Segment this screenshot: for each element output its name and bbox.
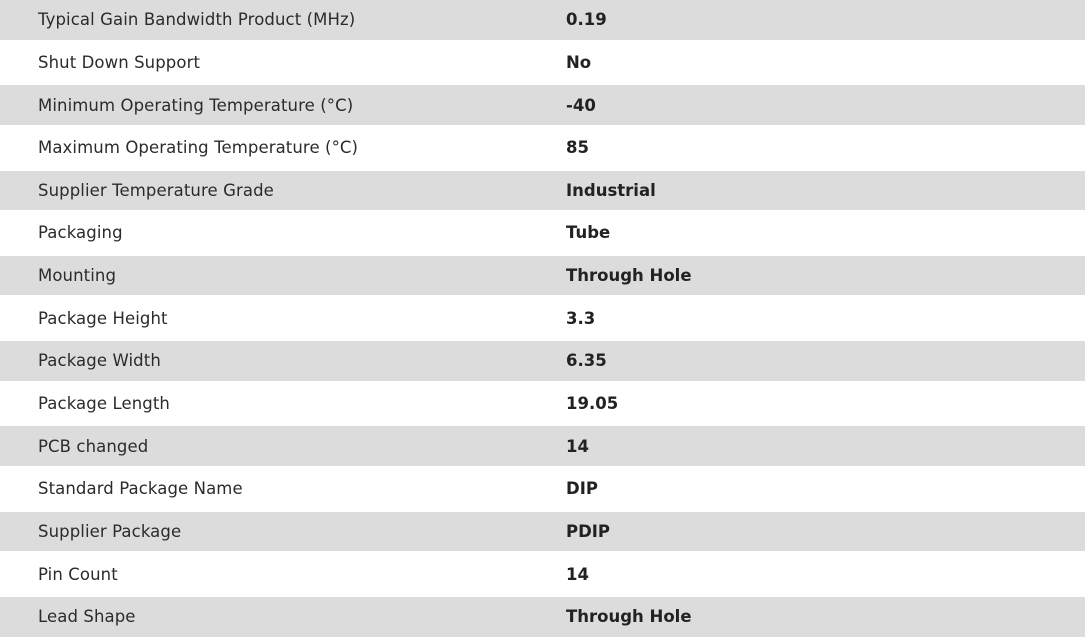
- spec-row: Typical Gain Bandwidth Product (MHz) 0.19: [0, 0, 1085, 40]
- spec-label: Lead Shape: [38, 607, 136, 627]
- spec-value: PDIP: [566, 522, 611, 542]
- spec-label: Pin Count: [38, 564, 118, 584]
- spec-value: Through Hole: [566, 266, 692, 286]
- spec-label: Package Height: [38, 308, 168, 328]
- spec-value: No: [566, 52, 592, 72]
- spec-row: Mounting Through Hole: [0, 255, 1085, 296]
- spec-label: Package Width: [38, 351, 161, 371]
- spec-row: Package Length 19.05: [0, 380, 1085, 427]
- spec-label: Standard Package Name: [38, 479, 243, 499]
- spec-row: Supplier Temperature Grade Industrial: [0, 170, 1085, 211]
- spec-row: Maximum Operating Temperature (°C) 85: [0, 124, 1085, 171]
- spec-row: Lead Shape Through Hole: [0, 597, 1085, 637]
- spec-label: Supplier Temperature Grade: [38, 180, 274, 200]
- spec-value: 14: [566, 436, 589, 456]
- spec-row: Packaging Tube: [0, 210, 1085, 256]
- spec-label: PCB changed: [38, 436, 149, 456]
- spec-label: Supplier Package: [38, 522, 182, 542]
- spec-value: 85: [566, 138, 589, 158]
- spec-label: Maximum Operating Temperature (°C): [38, 138, 359, 158]
- spec-value: 3.3: [566, 308, 596, 328]
- spec-row: Shut Down Support No: [0, 39, 1085, 86]
- spec-value: 19.05: [566, 394, 619, 414]
- spec-row: PCB changed 14: [0, 426, 1085, 466]
- spec-label: Minimum Operating Temperature (°C): [38, 95, 354, 115]
- spec-value: 0.19: [566, 10, 607, 30]
- spec-label: Packaging: [38, 223, 123, 243]
- spec-value: 14: [566, 564, 589, 584]
- spec-value: 6.35: [566, 351, 607, 371]
- spec-row: Minimum Operating Temperature (°C) -40: [0, 85, 1085, 125]
- spec-value: Through Hole: [566, 607, 692, 627]
- spec-value: Tube: [566, 223, 611, 243]
- spec-label: Shut Down Support: [38, 52, 201, 72]
- spec-label: Package Length: [38, 394, 170, 414]
- spec-row: Package Height 3.3: [0, 295, 1085, 342]
- spec-row: Supplier Package PDIP: [0, 511, 1085, 552]
- spec-row: Package Width 6.35: [0, 341, 1085, 381]
- spec-value: -40: [566, 95, 596, 115]
- spec-label: Typical Gain Bandwidth Product (MHz): [38, 10, 356, 30]
- spec-label: Mounting: [38, 266, 117, 286]
- spec-row: Standard Package Name DIP: [0, 465, 1085, 512]
- spec-value: Industrial: [566, 180, 656, 200]
- spec-row: Pin Count 14: [0, 551, 1085, 598]
- spec-value: DIP: [566, 479, 598, 499]
